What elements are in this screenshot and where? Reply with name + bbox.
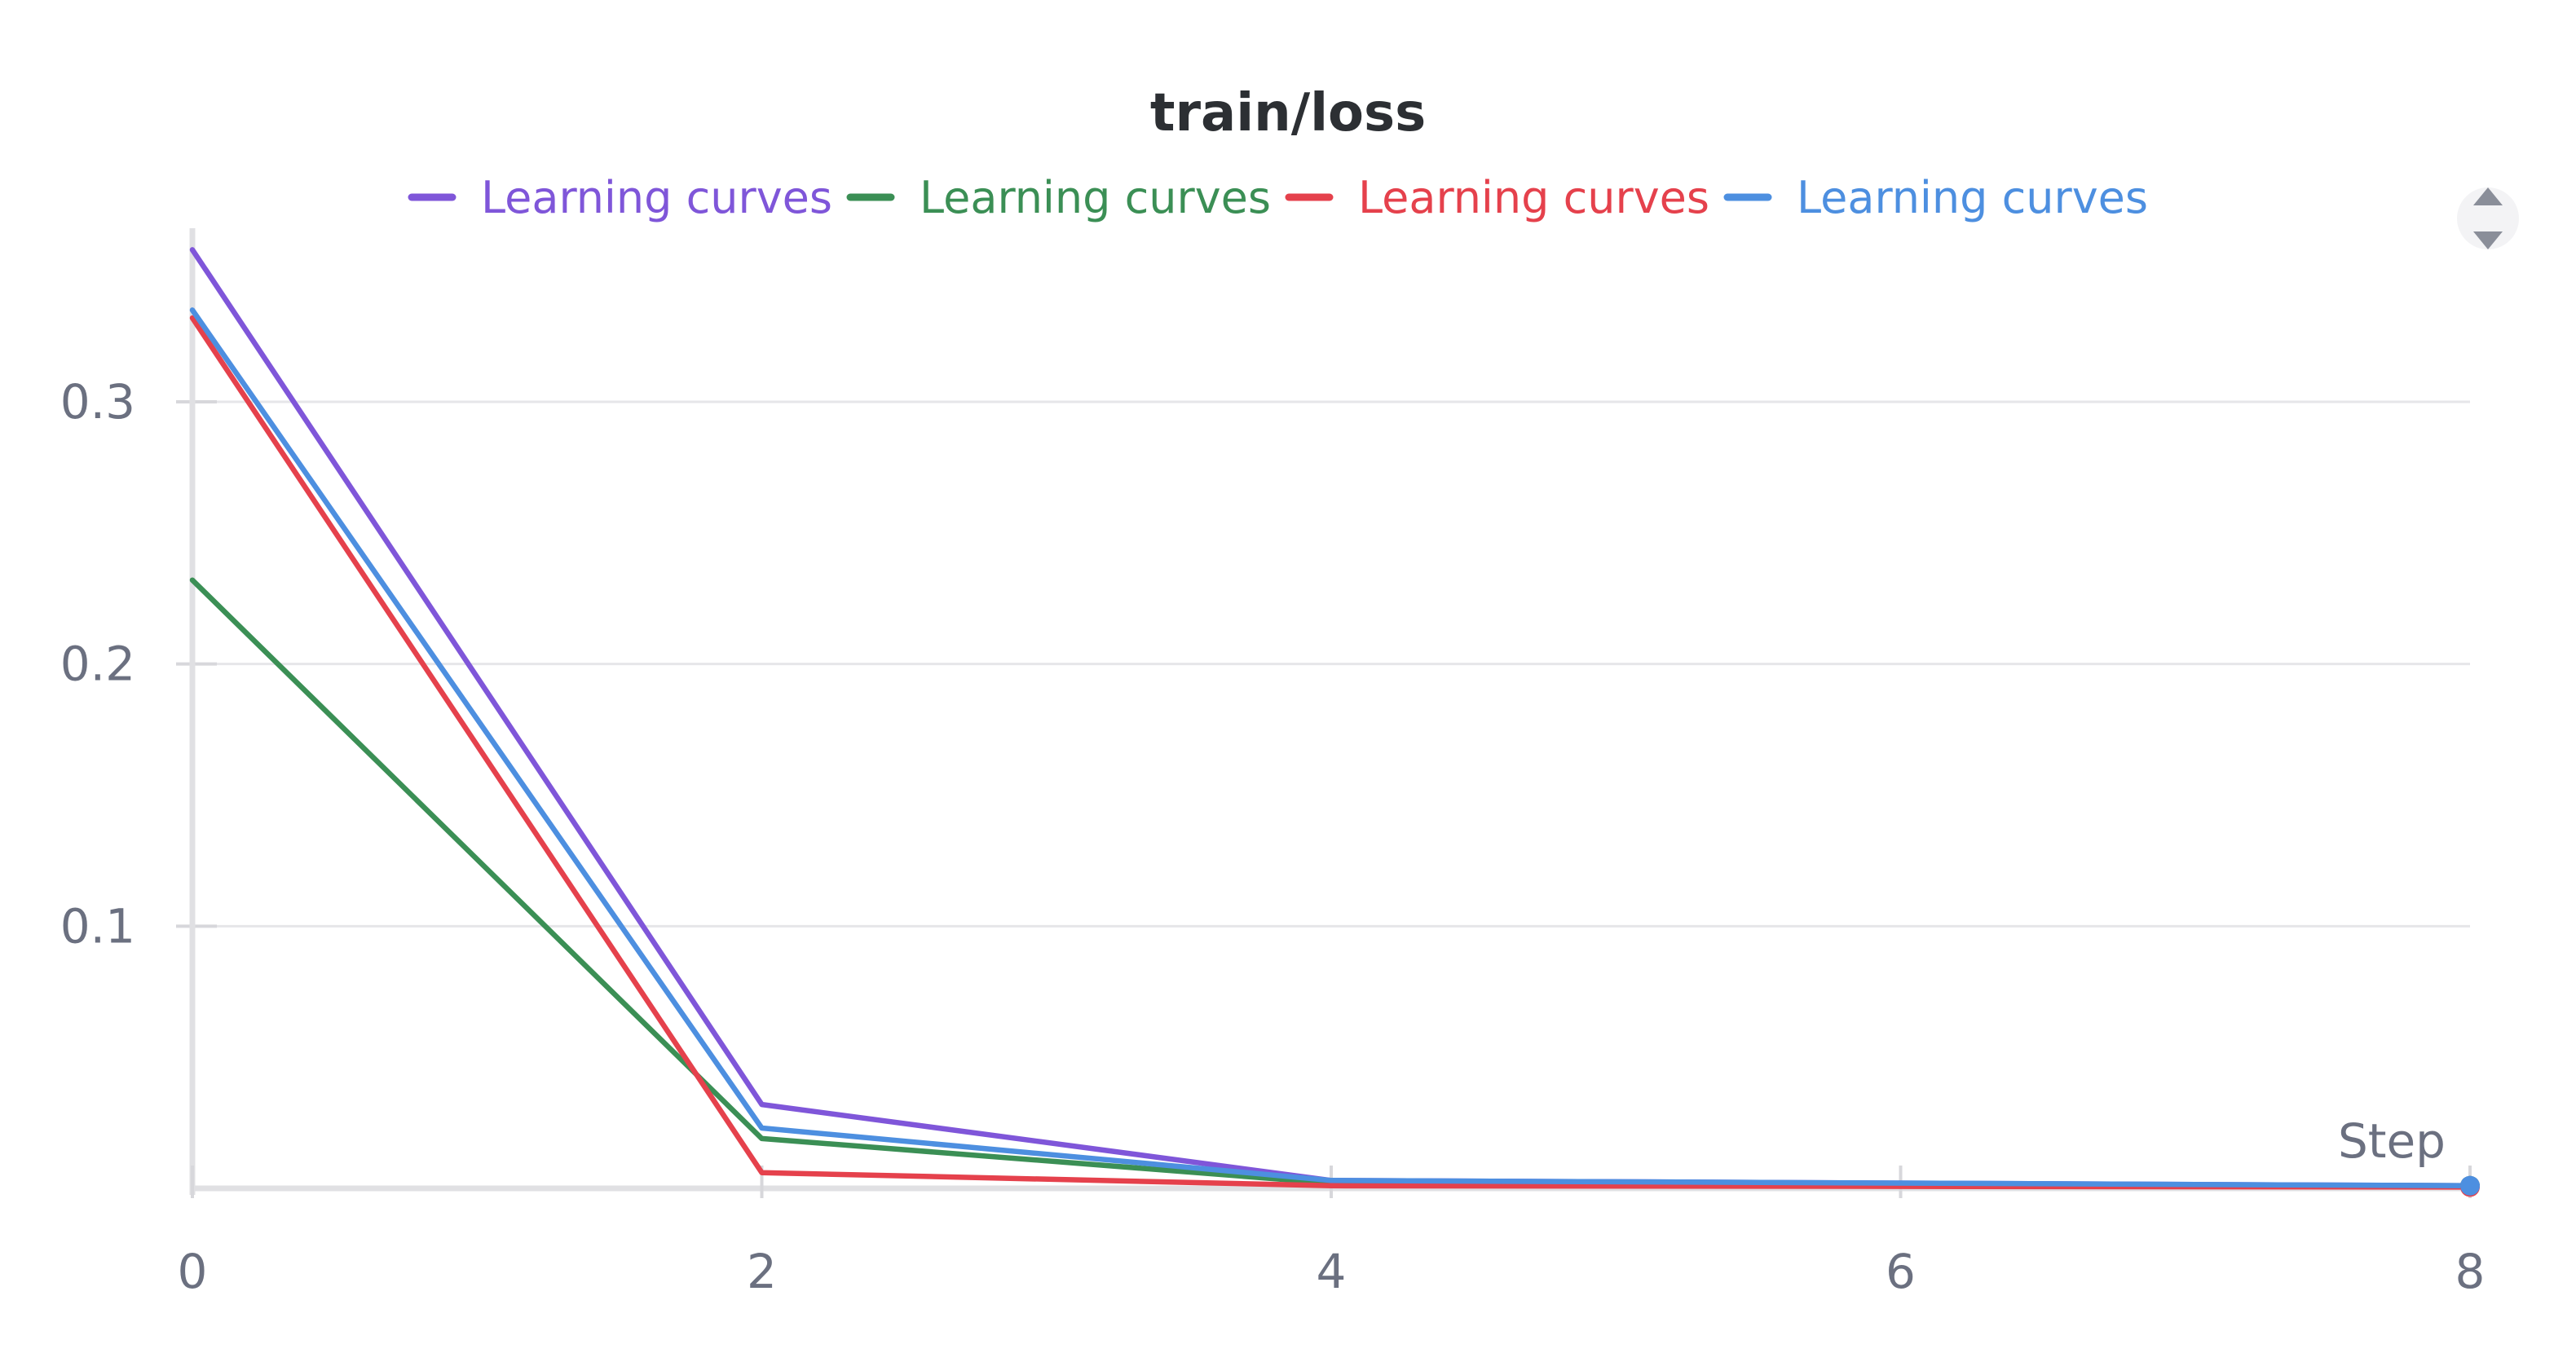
series-line-1[interactable] — [189, 247, 2473, 1189]
grid-lines — [192, 400, 2470, 928]
legend-label: Learning curves — [920, 172, 1271, 223]
x-tick-label: 0 — [178, 1244, 208, 1299]
x-tick-label: 4 — [1317, 1244, 1347, 1299]
legend-item[interactable]: Learning curves — [408, 172, 832, 223]
y-tick-label: 0.2 — [60, 637, 135, 692]
series-line-2[interactable] — [189, 577, 2473, 1189]
legend-label: Learning curves — [1797, 172, 2148, 223]
chart-title: train/loss — [1150, 83, 1426, 143]
chevron-up-icon[interactable] — [2473, 187, 2503, 205]
legend-scroll-bg — [2457, 187, 2519, 249]
x-tick-label: 2 — [747, 1244, 777, 1299]
legend-scroll-arrows[interactable] — [2457, 187, 2519, 249]
legend-label: Learning curves — [1358, 172, 1709, 223]
series-line-3[interactable] — [189, 315, 2473, 1190]
x-tick-label: 8 — [2455, 1244, 2486, 1299]
axes — [176, 228, 2472, 1198]
legend: Learning curves Learning curves Learning c… — [408, 172, 2148, 223]
series-lines — [189, 247, 2480, 1197]
x-axis-label: Step — [2338, 1113, 2446, 1169]
legend-label: Learning curves — [481, 172, 832, 223]
legend-item[interactable]: Learning curves — [846, 172, 1271, 223]
series-end-marker-4 — [2460, 1175, 2480, 1196]
legend-item[interactable]: Learning curves — [1723, 172, 2148, 223]
legend-item[interactable]: Learning curves — [1285, 172, 1709, 223]
x-tick-label: 6 — [1886, 1244, 1916, 1299]
tick-labels: 0.1 0.2 0.3 0 2 4 6 8 — [60, 374, 2486, 1299]
y-tick-label: 0.1 — [60, 898, 135, 954]
chevron-down-icon[interactable] — [2473, 231, 2503, 249]
y-tick-label: 0.3 — [60, 374, 135, 430]
series-line-4[interactable] — [189, 307, 2473, 1189]
